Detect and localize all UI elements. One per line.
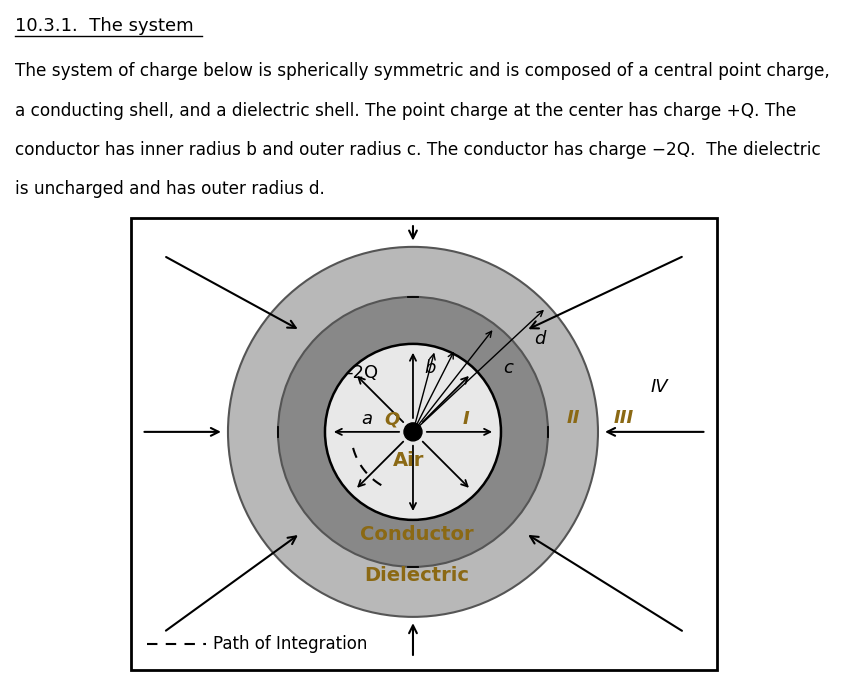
Ellipse shape: [278, 297, 548, 567]
Text: a: a: [361, 410, 372, 428]
Text: Q: Q: [384, 410, 399, 428]
Text: III: III: [613, 409, 633, 427]
Text: conductor has inner radius b and outer radius c. The conductor has charge −2Q.  : conductor has inner radius b and outer r…: [15, 141, 821, 159]
Ellipse shape: [325, 344, 501, 520]
Text: The system of charge below is spherically symmetric and is composed of a central: The system of charge below is sphericall…: [15, 62, 830, 80]
Text: IV: IV: [650, 378, 668, 396]
Text: Air: Air: [393, 451, 424, 471]
Ellipse shape: [228, 247, 598, 617]
Text: II: II: [566, 409, 580, 427]
Text: 10.3.1.  The system: 10.3.1. The system: [15, 17, 194, 35]
Text: d: d: [534, 330, 546, 348]
Text: Dielectric: Dielectric: [365, 566, 470, 585]
Text: Conductor: Conductor: [360, 524, 474, 544]
Text: Path of Integration: Path of Integration: [213, 635, 367, 653]
Text: is uncharged and has outer radius d.: is uncharged and has outer radius d.: [15, 180, 325, 198]
Text: c: c: [503, 359, 513, 377]
Text: b: b: [424, 359, 435, 377]
Text: -2Q: -2Q: [346, 364, 378, 382]
FancyBboxPatch shape: [131, 218, 717, 670]
Text: a conducting shell, and a dielectric shell. The point charge at the center has c: a conducting shell, and a dielectric she…: [15, 102, 796, 120]
Text: I: I: [462, 410, 469, 428]
Ellipse shape: [404, 423, 422, 441]
